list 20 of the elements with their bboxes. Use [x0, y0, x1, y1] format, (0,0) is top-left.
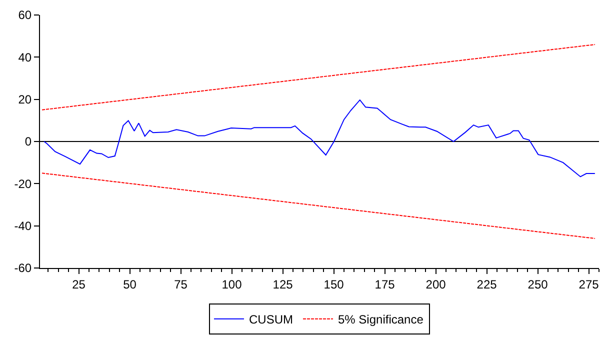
x-tick-label: 50 — [123, 277, 137, 292]
x-tick-label: 150 — [324, 277, 344, 292]
y-tick-label: -60 — [14, 261, 32, 276]
x-tick-label: 250 — [528, 277, 548, 292]
y-tick-label: -40 — [14, 219, 32, 234]
x-tick-label: 25 — [72, 277, 86, 292]
x-tick-label: 275 — [578, 277, 600, 292]
y-tick-label: 40 — [18, 50, 32, 64]
x-tick-label: 225 — [476, 277, 498, 292]
x-tick-label: 200 — [426, 277, 446, 292]
x-tick-label: 100 — [222, 277, 242, 292]
legend-label: 5% Significance — [338, 312, 424, 327]
y-tick-label: -20 — [14, 176, 32, 191]
x-tick-label: 175 — [374, 277, 396, 292]
y-tick-label: 60 — [18, 8, 32, 22]
x-tick-label: 75 — [174, 277, 188, 292]
x-tick-label: 125 — [272, 277, 294, 292]
y-tick-label: 20 — [18, 92, 32, 107]
y-tick-label: 0 — [24, 134, 32, 149]
legend-label: CUSUM — [249, 312, 293, 327]
